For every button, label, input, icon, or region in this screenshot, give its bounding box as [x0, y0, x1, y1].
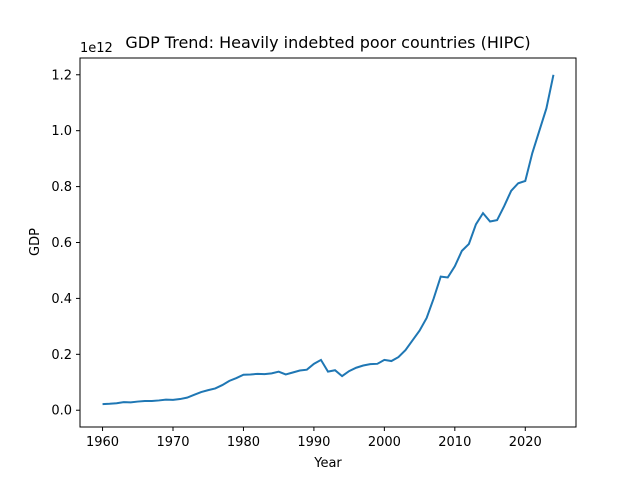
x-axis-label: Year [313, 456, 342, 471]
y-tick-label: 0.0 [51, 404, 72, 419]
x-tick-label: 1960 [86, 435, 119, 450]
x-tick-label: 1970 [156, 435, 189, 450]
y-axis: 0.0 0.2 0.4 0.6 0.8 1.0 1.2 [51, 68, 80, 419]
y-offset-label: 1e12 [80, 41, 113, 56]
x-tick-label: 2010 [438, 435, 471, 450]
x-tick-label: 1980 [227, 435, 260, 450]
y-tick-label: 1.0 [51, 124, 72, 139]
x-tick-label: 1990 [297, 435, 330, 450]
y-tick-label: 1.2 [51, 68, 72, 83]
y-tick-label: 0.8 [51, 180, 72, 195]
y-tick-label: 0.4 [51, 292, 72, 307]
x-tick-label: 2020 [509, 435, 542, 450]
chart-title: GDP Trend: Heavily indebted poor countri… [125, 33, 530, 52]
x-axis: 1960 1970 1980 1990 2000 2010 2020 [86, 427, 542, 450]
y-tick-label: 0.2 [51, 348, 72, 363]
x-tick-label: 2000 [368, 435, 401, 450]
y-axis-label: GDP [28, 228, 43, 256]
gdp-series-line [102, 74, 555, 406]
y-tick-label: 0.6 [51, 236, 72, 251]
